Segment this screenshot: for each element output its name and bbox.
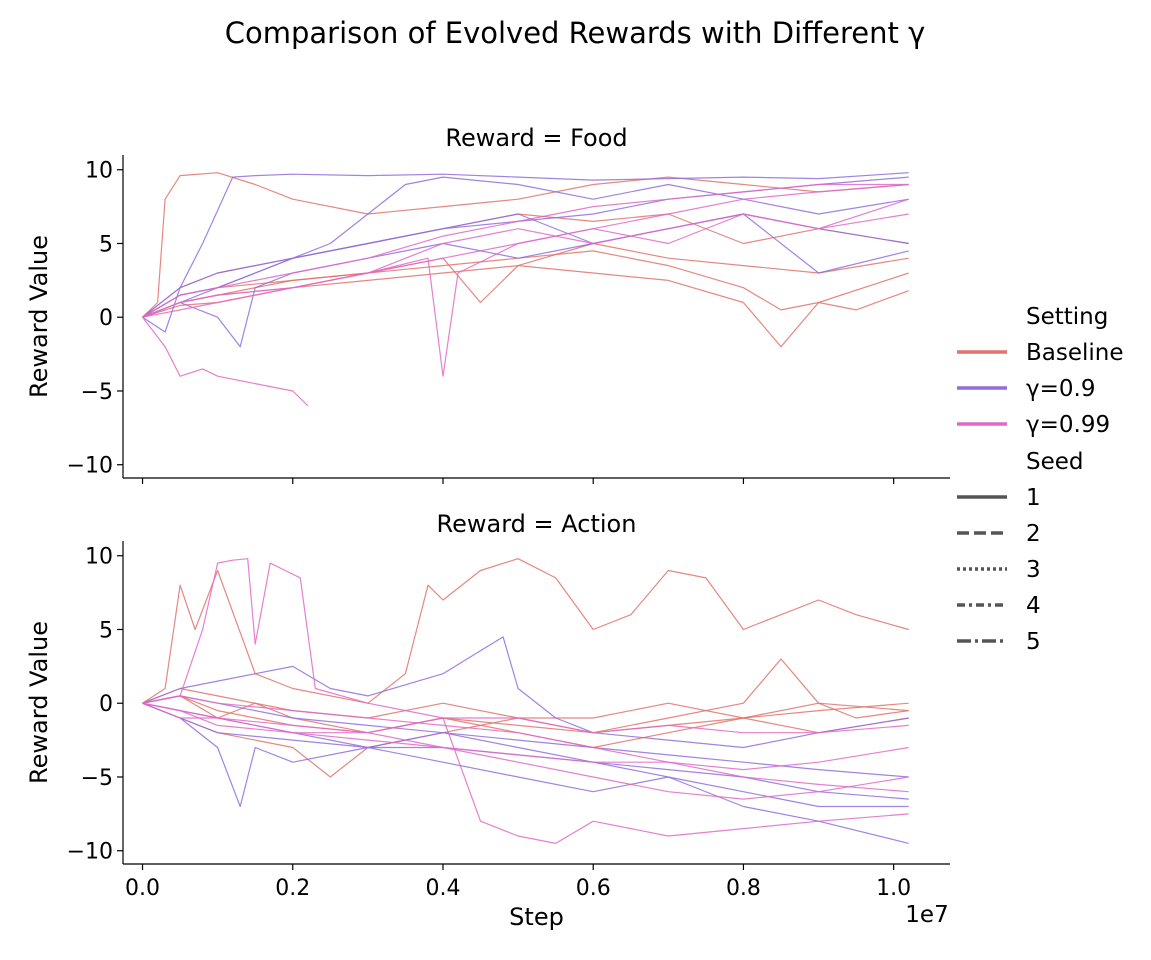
legend-seed-label: 1 (1026, 485, 1041, 511)
x-tick-label: 1.0 (876, 876, 911, 901)
series-line-0-9-5 (142, 172, 909, 333)
series-line-0-99-11 (142, 702, 909, 845)
series-line-0-99-13 (142, 198, 909, 318)
y-tick-label: −10 (67, 454, 113, 479)
series-line-0-99-13 (142, 695, 909, 793)
x-tick-label: 0.6 (576, 876, 611, 901)
legend-seed-label: 3 (1026, 557, 1041, 583)
series-line-baseline-2 (142, 265, 909, 348)
legend-settings: Baseline γ=0.9 γ=0.99 (957, 340, 1124, 438)
x-tick-label: 0.0 (125, 876, 160, 901)
y-tick-label: −5 (81, 380, 113, 405)
y-tick-label: 5 (99, 618, 113, 643)
series-line-0-9-8 (142, 702, 909, 800)
series-line-baseline-0 (142, 558, 909, 704)
series-line-0-99-10 (142, 558, 909, 734)
series-line-0-99-10 (142, 316, 309, 407)
panel-title: Reward = Food (445, 124, 627, 152)
legend-label: Baseline (1026, 340, 1124, 366)
series-line-baseline-3 (142, 687, 909, 734)
panel-food: Reward = Food 10 5 0 −5 −10 Reward Value (25, 124, 950, 484)
legend-seed-label: 5 (1026, 629, 1041, 655)
y-tick-label: 0 (99, 692, 113, 717)
series-group (142, 172, 909, 407)
legend-seed-title: Seed (1026, 449, 1084, 475)
x-tick-label: 0.4 (425, 876, 460, 901)
legend-label: γ=0.9 (1026, 376, 1095, 402)
series-line-baseline-4 (142, 695, 909, 749)
y-tick-label: −5 (81, 766, 113, 791)
panel-action: Reward = Action 10 5 0 −5 −10 0.0 0.2 0.4 0.6 0.8 1… (25, 510, 950, 931)
x-offset-label: 1e7 (905, 902, 948, 928)
y-tick-label: 10 (85, 545, 113, 570)
series-line-0-99-12 (142, 702, 909, 800)
figure-title: Comparison of Evolved Rewards with Diffe… (225, 16, 925, 50)
series-line-0-9-5 (142, 702, 909, 844)
legend-seeds: 1 2 3 4 5 (957, 485, 1041, 655)
series-line-0-99-12 (142, 213, 909, 377)
y-axis-label: Reward Value (25, 235, 53, 398)
series-line-0-99-14 (142, 702, 909, 771)
series-line-0-99-14 (142, 183, 909, 318)
y-axis-label: Reward Value (25, 621, 53, 784)
legend-seed-label: 4 (1026, 593, 1041, 619)
legend-label: γ=0.99 (1026, 412, 1110, 438)
y-tick-label: 10 (85, 159, 113, 184)
series-line-0-9-6 (142, 636, 909, 749)
legend-seed-label: 2 (1026, 521, 1041, 547)
series-line-0-99-11 (142, 183, 909, 318)
y-tick-label: 5 (99, 232, 113, 257)
legend-setting-title: Setting (1026, 304, 1108, 330)
x-tick-label: 0.8 (726, 876, 761, 901)
series-line-baseline-2 (142, 702, 909, 778)
series-group (142, 558, 909, 845)
legend: Setting Baseline γ=0.9 γ=0.99 Seed 1 2 3 4 5 (957, 304, 1124, 655)
x-tick-label: 0.2 (275, 876, 310, 901)
y-tick-label: −10 (67, 840, 113, 865)
x-axis-label: Step (509, 903, 564, 931)
panel-title: Reward = Action (437, 510, 637, 538)
y-tick-label: 0 (99, 306, 113, 331)
